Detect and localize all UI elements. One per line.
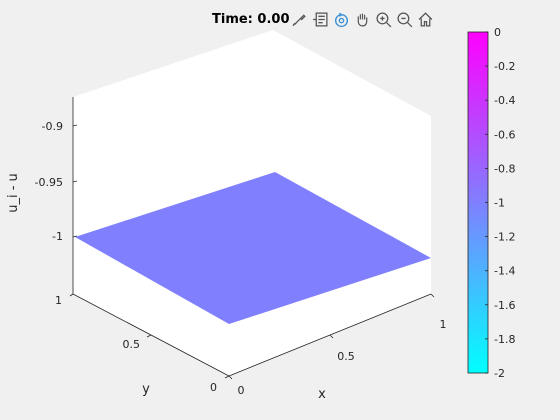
x-axis-label: x [318, 387, 326, 402]
zoom-in-icon [376, 11, 392, 27]
zoom-out-icon [397, 11, 413, 27]
colorbar-ticks: 0 -0.2 -0.4 -0.6 -0.8 -1 -1.2 -1.4 -1.6 -1.8 -2 [485, 26, 515, 380]
rotate-3d-button[interactable] [332, 8, 351, 30]
colorbar-tick-label: -2 [494, 367, 505, 380]
colorbar-tick-label: -1.6 [494, 299, 515, 312]
y-tick-label: 1 [55, 294, 62, 307]
y-axis-label: y [142, 382, 150, 397]
x-tick-marks [228, 293, 435, 380]
z-tick-label: -0.9 [42, 120, 63, 133]
x-tick-label: 1 [440, 318, 447, 331]
zoom-out-button[interactable] [395, 8, 414, 30]
z-ticks: -0.9 -0.95 -1 [35, 120, 63, 243]
colorbar-tick-label: -1.2 [494, 231, 515, 244]
colorbar-tick-label: -0.2 [494, 60, 515, 73]
x-tick-label: 0.5 [337, 350, 355, 363]
colorbar-tick-label: -0.8 [494, 162, 515, 175]
brush-button[interactable] [290, 8, 309, 30]
z-tick-label: -0.95 [35, 176, 63, 189]
y-ticks: 1 0.5 0 [55, 294, 217, 394]
colorbar-tick-label: -0.6 [494, 128, 515, 141]
rotate-3d-icon [334, 12, 349, 27]
x-tick-label: 0 [238, 384, 245, 397]
data-tips-button[interactable] [311, 8, 330, 30]
colorbar-tick-label: -1 [494, 197, 505, 210]
y-tick-label: 0.5 [123, 338, 141, 351]
z-axis-label: u_i - u [6, 173, 21, 213]
x-ticks: 0 0.5 1 [238, 318, 447, 397]
colorbar-tick-label: -1.8 [494, 333, 515, 346]
axes-toolbar [290, 8, 435, 30]
chart-title: Time: 0.00 s [212, 12, 302, 27]
home-button[interactable] [416, 8, 435, 30]
zoom-in-button[interactable] [374, 8, 393, 30]
colorbar-tick-label: 0 [494, 26, 501, 39]
pan-button[interactable] [353, 8, 372, 30]
y-tick-marks [69, 293, 230, 379]
z-tick-label: -1 [52, 230, 63, 243]
home-icon [418, 11, 433, 27]
pan-hand-icon [357, 13, 368, 26]
colorbar-tick-label: -1.4 [494, 265, 515, 278]
colorbar-tick-label: -0.4 [494, 94, 515, 107]
z-tick-marks [72, 124, 78, 238]
data-tips-icon [313, 11, 328, 27]
y-tick-label: 0 [210, 381, 217, 394]
surface-patch[interactable] [75, 172, 431, 324]
brush-icon [292, 13, 306, 26]
